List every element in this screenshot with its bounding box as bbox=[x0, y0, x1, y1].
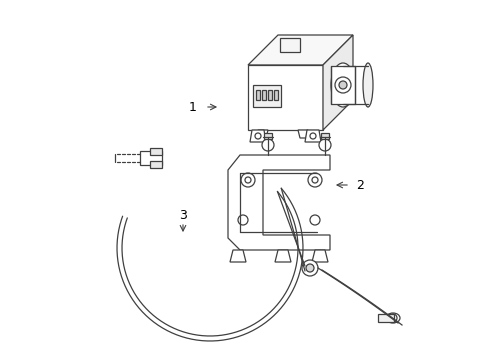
Ellipse shape bbox=[362, 63, 372, 107]
Polygon shape bbox=[247, 65, 323, 130]
Polygon shape bbox=[258, 130, 267, 138]
Circle shape bbox=[305, 264, 313, 272]
Polygon shape bbox=[311, 250, 327, 262]
Circle shape bbox=[302, 260, 317, 276]
Bar bbox=[150, 148, 162, 155]
Ellipse shape bbox=[330, 63, 354, 107]
Circle shape bbox=[241, 173, 254, 187]
Circle shape bbox=[307, 173, 321, 187]
Text: 1: 1 bbox=[189, 100, 197, 113]
Circle shape bbox=[338, 81, 346, 89]
Bar bbox=[267, 90, 271, 100]
Bar bbox=[252, 85, 281, 107]
Polygon shape bbox=[247, 35, 352, 65]
Polygon shape bbox=[297, 130, 307, 138]
Text: 2: 2 bbox=[355, 179, 363, 192]
Polygon shape bbox=[249, 130, 265, 142]
Bar bbox=[330, 66, 354, 104]
Circle shape bbox=[388, 314, 396, 322]
Circle shape bbox=[244, 177, 250, 183]
Bar bbox=[140, 151, 162, 165]
Bar bbox=[264, 133, 271, 139]
Polygon shape bbox=[274, 250, 290, 262]
Circle shape bbox=[318, 139, 330, 151]
Polygon shape bbox=[229, 250, 245, 262]
Ellipse shape bbox=[385, 313, 399, 323]
Circle shape bbox=[309, 133, 315, 139]
Circle shape bbox=[238, 215, 247, 225]
Polygon shape bbox=[305, 130, 320, 142]
Bar bbox=[150, 161, 162, 168]
Circle shape bbox=[254, 133, 261, 139]
Bar bbox=[273, 90, 278, 100]
Circle shape bbox=[262, 139, 273, 151]
Circle shape bbox=[311, 177, 317, 183]
Circle shape bbox=[309, 215, 319, 225]
Bar bbox=[280, 38, 299, 52]
Bar bbox=[377, 314, 393, 322]
Bar bbox=[320, 133, 328, 139]
Bar bbox=[262, 90, 265, 100]
Circle shape bbox=[334, 77, 350, 93]
Bar bbox=[256, 90, 260, 100]
Text: 3: 3 bbox=[179, 208, 186, 221]
Polygon shape bbox=[227, 155, 329, 250]
Polygon shape bbox=[323, 35, 352, 130]
